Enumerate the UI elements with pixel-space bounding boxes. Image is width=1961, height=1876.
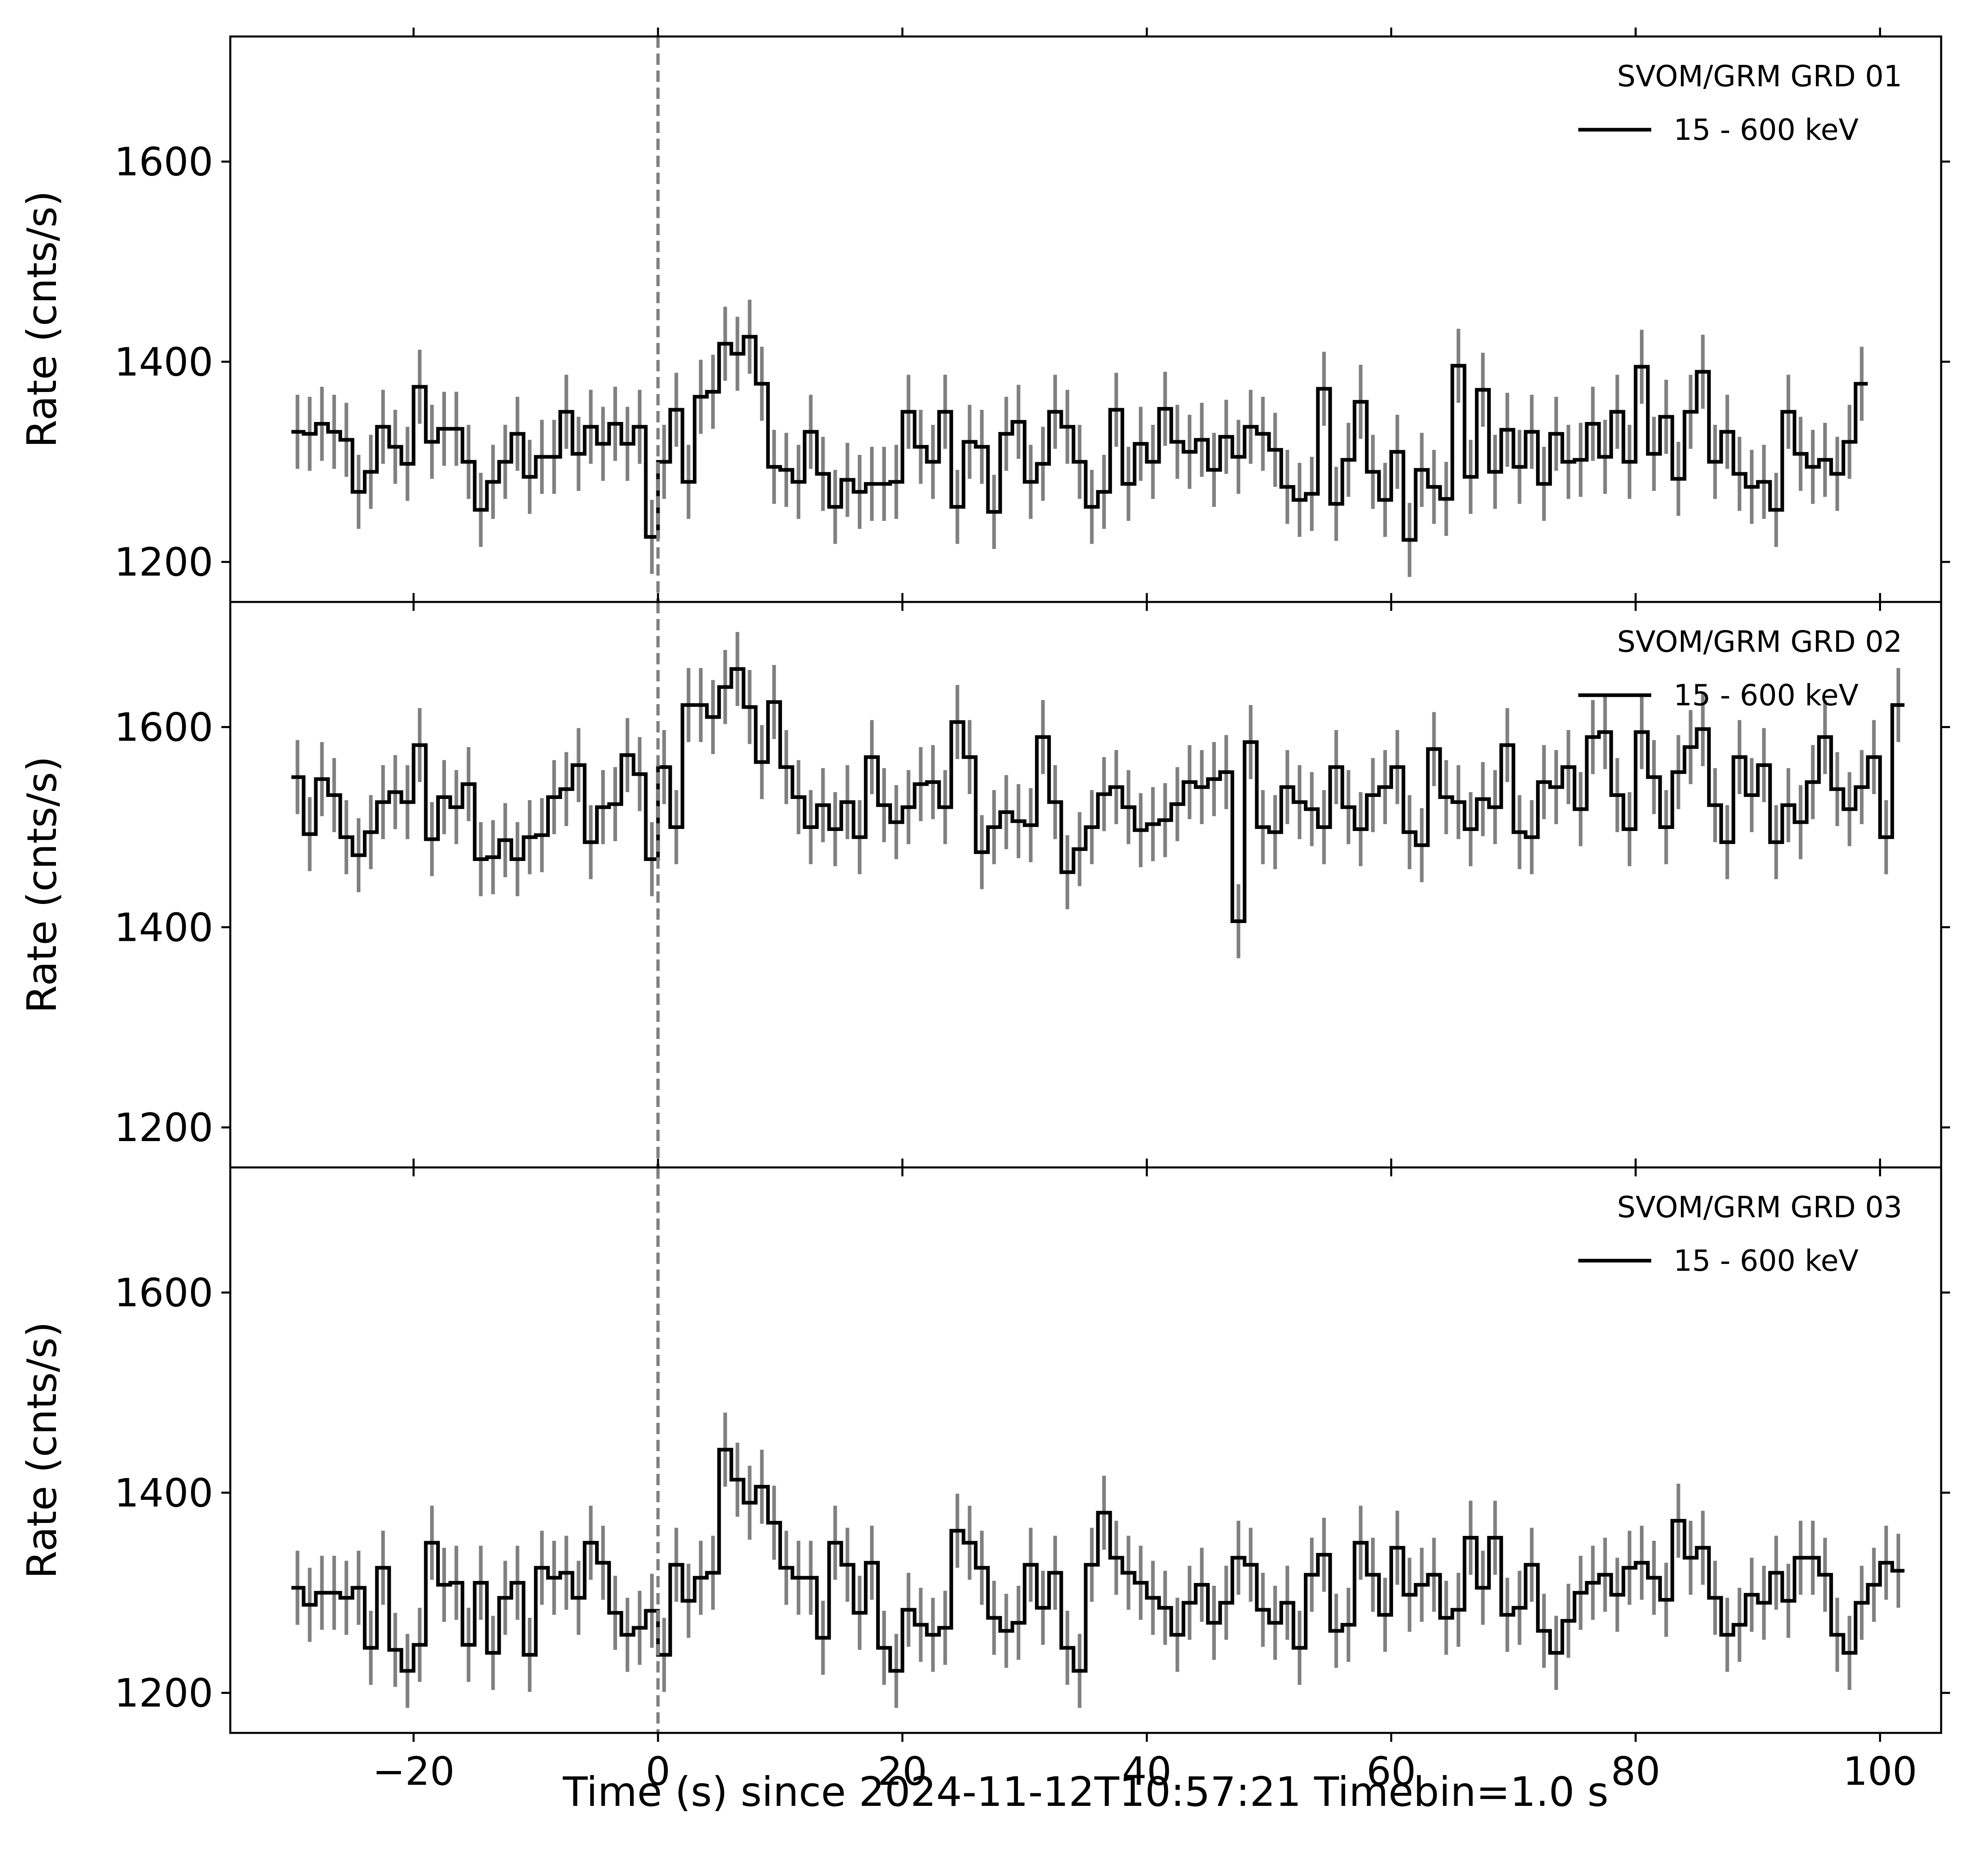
x-tick-label: −20 [373, 1749, 455, 1794]
legend-label: 15 - 600 keV [1674, 113, 1858, 147]
y-tick-label: 1600 [114, 139, 213, 185]
x-axis-title: Time (s) since 2024-11-12T10:57:21 Timeb… [562, 1768, 1608, 1816]
panel-1: 1200 1400 1600 Rate (cnts/s) SVOM/GRM GRD 01… [18, 28, 1950, 611]
panels-layer: 1200 1400 1600 Rate (cnts/s) SVOM/GRM GRD 01… [18, 28, 1950, 1794]
x-tick-label: 60 [1366, 1749, 1416, 1794]
y-tick-label: 1400 [114, 339, 213, 385]
x-tick-label: 0 [645, 1749, 670, 1794]
y-tick-label: 1200 [114, 540, 213, 585]
legend-label: 15 - 600 keV [1674, 678, 1858, 712]
legend-label: 15 - 600 keV [1674, 1244, 1858, 1278]
plot-area [291, 632, 1905, 958]
plot-area [291, 300, 1868, 577]
plot-area [291, 1412, 1905, 1708]
series-line [291, 335, 1868, 542]
y-tick-label: 1400 [114, 1470, 213, 1516]
y-tick-label: 1200 [114, 1670, 213, 1716]
panel-3: 1200 1400 1600 −20 0 20 40 60 80 100 Rate (cnts/s)… [18, 1159, 1950, 1794]
panel-frame [229, 1166, 1942, 1734]
y-tick-label: 1600 [114, 1270, 213, 1316]
y-axis-title: Rate (cnts/s) [18, 756, 66, 1013]
legend-title: SVOM/GRM GRD 02 [1617, 625, 1902, 659]
legend-title: SVOM/GRM GRD 01 [1617, 59, 1902, 93]
x-tick-label: 100 [1843, 1749, 1917, 1794]
y-axis-title: Rate (cnts/s) [18, 1321, 66, 1579]
series-line [291, 667, 1905, 923]
y-axis-title: Rate (cnts/s) [18, 191, 66, 448]
y-tick-label: 1200 [114, 1105, 213, 1150]
x-tick-label: 80 [1611, 1749, 1660, 1794]
x-tick-label: 20 [878, 1749, 927, 1794]
y-tick-label: 1400 [114, 905, 213, 950]
legend-title: SVOM/GRM GRD 03 [1617, 1190, 1902, 1224]
series-line [291, 1448, 1905, 1673]
y-tick-label: 1600 [114, 705, 213, 750]
x-tick-label: 40 [1122, 1749, 1172, 1794]
panel-2: 1200 1400 1600 Rate (cnts/s) SVOM/GRM GRD 02… [18, 593, 1950, 1176]
